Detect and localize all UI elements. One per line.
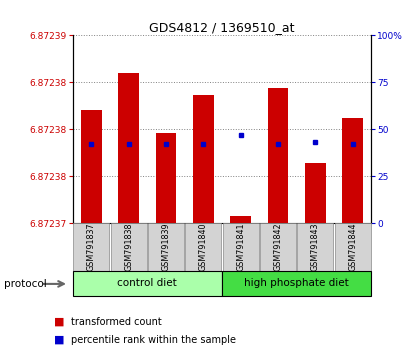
Bar [73, 223, 109, 271]
Text: protocol: protocol [4, 279, 47, 289]
Text: percentile rank within the sample: percentile rank within the sample [71, 335, 236, 345]
Bar [230, 216, 251, 223]
Bar [223, 223, 259, 271]
Bar [81, 110, 102, 223]
Bar [342, 118, 363, 223]
Text: ■: ■ [54, 335, 64, 345]
Text: GSM791843: GSM791843 [311, 223, 320, 271]
Bar [305, 163, 326, 223]
Text: GSM791844: GSM791844 [348, 223, 357, 271]
Text: GSM791842: GSM791842 [273, 223, 283, 271]
Bar [111, 223, 146, 271]
Text: GSM791840: GSM791840 [199, 223, 208, 271]
Text: GSM791839: GSM791839 [161, 223, 171, 271]
Bar [268, 88, 288, 223]
Bar [186, 223, 221, 271]
Bar [73, 271, 222, 296]
Title: GDS4812 / 1369510_at: GDS4812 / 1369510_at [149, 21, 295, 34]
Text: control diet: control diet [117, 278, 177, 288]
Text: GSM791837: GSM791837 [87, 223, 96, 271]
Bar [118, 73, 139, 223]
Bar [260, 223, 296, 271]
Text: GSM791838: GSM791838 [124, 223, 133, 271]
Text: transformed count: transformed count [71, 317, 161, 327]
Bar [156, 133, 176, 223]
Bar [148, 223, 184, 271]
Text: GSM791841: GSM791841 [236, 223, 245, 271]
Text: ■: ■ [54, 317, 64, 327]
Bar [193, 96, 214, 223]
Bar [298, 223, 333, 271]
Text: high phosphate diet: high phosphate diet [244, 278, 349, 288]
Bar [222, 271, 371, 296]
Bar [335, 223, 371, 271]
